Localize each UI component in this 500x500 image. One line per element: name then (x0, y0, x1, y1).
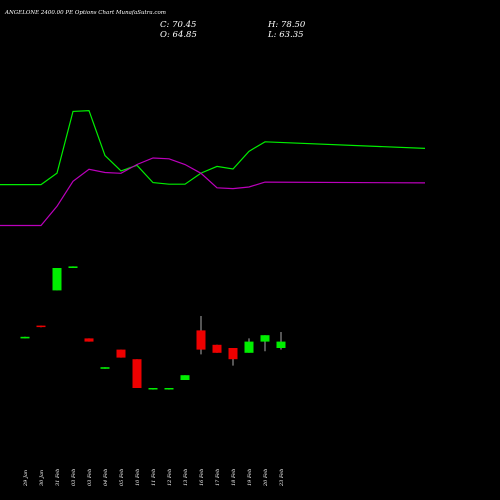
x-tick-label: 31 Feb (55, 469, 61, 486)
candle-body (180, 375, 190, 380)
candle-body (84, 338, 94, 342)
candle (84, 338, 94, 342)
close-value: C: 70.45 (160, 20, 197, 30)
open-value: O: 64.85 (160, 30, 197, 40)
x-tick-label: 04 Feb (103, 469, 109, 486)
x-tick-label: 30 Jan (39, 470, 45, 486)
candle-body (100, 367, 110, 369)
x-tick-label: 29 Jan (23, 470, 29, 487)
candle (100, 367, 110, 369)
x-tick-label: 03 Feb (71, 469, 77, 486)
candle (36, 325, 46, 328)
candle (148, 388, 158, 390)
candle-body (52, 268, 62, 291)
candle (20, 336, 30, 339)
low-value: L: 63.35 (268, 30, 304, 40)
candle (228, 348, 238, 366)
high-value: H: 78.50 (268, 20, 306, 30)
x-tick-label: 18 Feb (231, 469, 237, 486)
x-tick-label: 05 Feb (119, 469, 125, 486)
candle (116, 349, 126, 358)
candle-body (20, 336, 30, 339)
candle (260, 335, 270, 352)
candle (276, 332, 286, 350)
x-tick-label: 17 Feb (215, 469, 221, 486)
indicator-line-1 (0, 109, 426, 186)
x-tick-label: 23 Feb (279, 469, 285, 487)
x-tick-label: 16 Feb (199, 469, 205, 486)
candle (132, 359, 142, 388)
candle (68, 266, 78, 268)
x-tick-label: 11 Feb (151, 469, 157, 486)
candle-body (164, 388, 174, 390)
x-tick-label: 03 Feb (87, 469, 93, 486)
candle (52, 268, 62, 291)
candle-body (148, 388, 158, 390)
x-tick-label: 13 Feb (183, 469, 189, 486)
candle (196, 316, 206, 355)
candle-body (212, 344, 222, 353)
candle-body (244, 341, 254, 353)
candle-body (276, 341, 286, 348)
candle (212, 344, 222, 353)
x-tick-label: 19 Feb (247, 469, 253, 486)
candle (164, 388, 174, 390)
x-tick-label: 20 Feb (263, 469, 269, 487)
candle-body (36, 325, 46, 328)
candle-body (132, 359, 142, 388)
candle-body (196, 330, 206, 350)
chart-title: ANGELONE 2400.00 PE Options Chart Munafa… (5, 10, 167, 16)
candle (244, 338, 254, 353)
candle (180, 375, 190, 380)
candle-body (260, 335, 270, 342)
candle-body (68, 266, 78, 268)
candle-body (228, 348, 238, 360)
x-tick-label: 10 Feb (135, 469, 141, 486)
x-tick-label: 12 Feb (167, 469, 173, 486)
indicator-line-2 (0, 157, 426, 227)
candle-body (116, 349, 126, 358)
